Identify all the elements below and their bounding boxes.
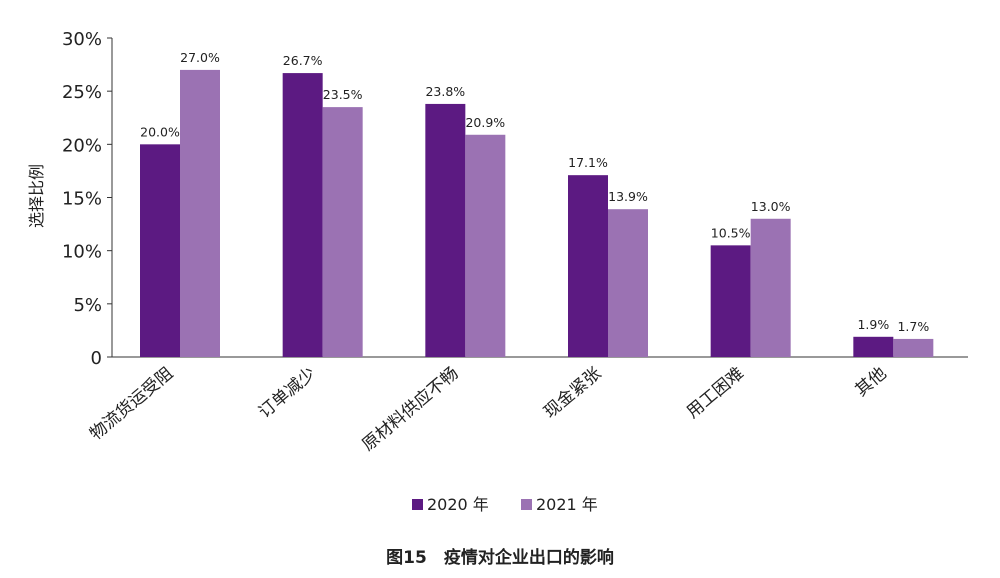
y-tick-label: 30% [62, 29, 102, 50]
data-label: 27.0% [180, 50, 220, 65]
data-label: 23.5% [323, 87, 363, 102]
data-label: 17.1% [568, 155, 608, 170]
data-label: 1.9% [857, 317, 889, 332]
y-tick-label: 0 [91, 348, 102, 369]
data-label: 13.0% [751, 199, 791, 214]
y-axis-label: 选择比例 [27, 164, 46, 228]
bar [465, 134, 506, 357]
bar [140, 144, 180, 357]
bar [853, 336, 894, 357]
category-labels: 物流货运受阻 订单减少 原材料供应不畅 现金紧张 用工困难 其他 [86, 364, 890, 456]
legend: 2020 年 2021 年 [412, 495, 598, 514]
x-tick-label: 其他 [852, 364, 891, 401]
data-label: 13.9% [608, 189, 648, 204]
bar [180, 69, 220, 358]
data-label: 10.5% [711, 225, 751, 240]
figure-caption: 图15 疫情对企业出口的影响 [386, 547, 614, 568]
legend-swatch [521, 499, 532, 510]
y-tick-label: 5% [73, 295, 102, 316]
y-tick-label: 25% [62, 82, 102, 103]
bar [710, 245, 751, 357]
bar [608, 209, 648, 357]
y-ticks: 0 5% 10% 15% 20% 25% 30% [62, 29, 112, 369]
value-labels: 20.0% 27.0% 26.7% 23.5% 23.8% 20.9% 17.1% 13.9%… [140, 50, 929, 334]
y-tick-label: 20% [62, 135, 102, 156]
y-tick-label: 10% [62, 242, 102, 263]
bar [425, 103, 466, 357]
bar [282, 73, 323, 357]
x-tick-label: 现金紧张 [540, 364, 605, 423]
bar [568, 175, 608, 357]
x-tick-label: 原材料供应不畅 [359, 364, 463, 456]
data-label: 23.8% [425, 84, 465, 99]
bar [893, 338, 934, 357]
bar [750, 218, 791, 357]
x-tick-label: 用工困难 [683, 364, 748, 423]
data-label: 1.7% [897, 319, 929, 334]
legend-entry: 2021 年 [536, 495, 598, 514]
bar [322, 107, 363, 357]
bars [140, 69, 934, 358]
data-label: 20.0% [140, 124, 180, 139]
data-label: 20.9% [465, 115, 505, 130]
y-tick-label: 15% [62, 189, 102, 210]
legend-entry: 2020 年 [427, 495, 489, 514]
x-tick-label: 物流货运受阻 [86, 364, 177, 445]
x-tick-label: 订单减少 [255, 364, 320, 423]
data-label: 26.7% [283, 53, 323, 68]
legend-swatch [412, 499, 423, 510]
axes [111, 38, 968, 358]
